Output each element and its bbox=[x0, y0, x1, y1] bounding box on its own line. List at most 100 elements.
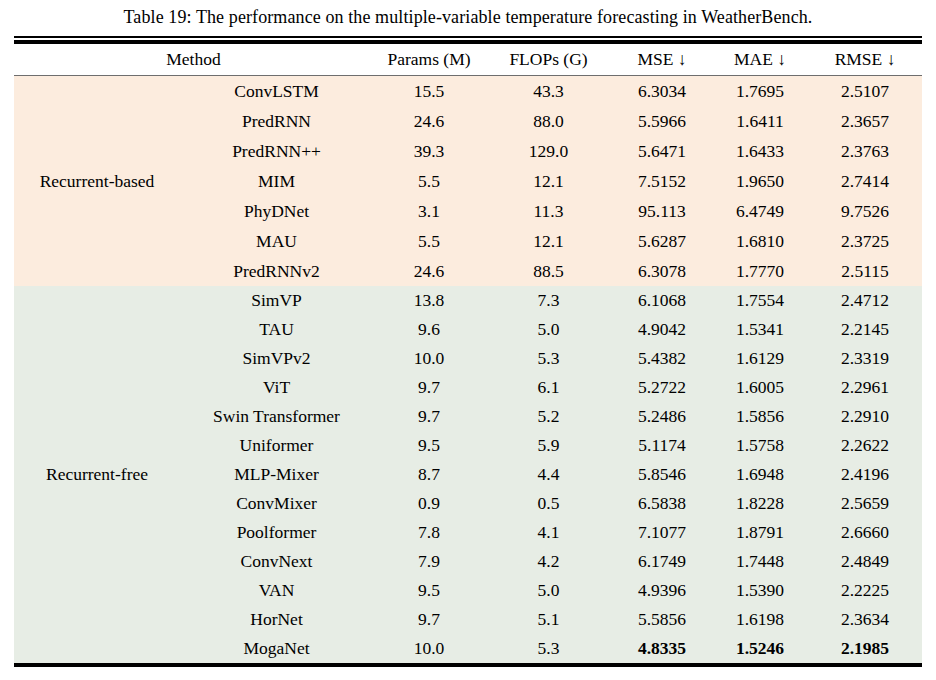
method-cell: PredRNN++ bbox=[180, 136, 373, 166]
rmse-cell: 2.3763 bbox=[808, 136, 922, 166]
params-cell: 9.7 bbox=[373, 373, 485, 402]
rmse-cell-best: 2.1985 bbox=[808, 634, 922, 663]
mse-cell: 5.8546 bbox=[612, 460, 712, 489]
flops-cell: 88.0 bbox=[485, 106, 612, 136]
method-cell: VAN bbox=[180, 576, 373, 605]
mse-cell: 6.1749 bbox=[612, 547, 712, 576]
rmse-cell: 2.2145 bbox=[808, 315, 922, 344]
rmse-cell: 2.2961 bbox=[808, 373, 922, 402]
method-cell: ConvNext bbox=[180, 547, 373, 576]
mse-cell: 6.3078 bbox=[612, 256, 712, 286]
mse-cell: 6.1068 bbox=[612, 286, 712, 315]
method-cell: Swin Transformer bbox=[180, 402, 373, 431]
bottom-rule bbox=[14, 663, 922, 667]
flops-cell: 43.3 bbox=[485, 76, 612, 107]
method-cell: Poolformer bbox=[180, 518, 373, 547]
params-cell: 7.8 bbox=[373, 518, 485, 547]
rmse-cell: 2.3634 bbox=[808, 605, 922, 634]
rmse-cell: 2.7414 bbox=[808, 166, 922, 196]
method-cell: MIM bbox=[180, 166, 373, 196]
method-cell: TAU bbox=[180, 315, 373, 344]
mae-cell: 6.4749 bbox=[712, 196, 808, 226]
mse-cell-best: 4.8335 bbox=[612, 634, 712, 663]
mse-cell: 5.6471 bbox=[612, 136, 712, 166]
params-cell: 7.9 bbox=[373, 547, 485, 576]
rmse-cell: 2.2622 bbox=[808, 431, 922, 460]
mae-cell: 1.8228 bbox=[712, 489, 808, 518]
mse-cell: 5.2722 bbox=[612, 373, 712, 402]
method-cell: HorNet bbox=[180, 605, 373, 634]
params-cell: 10.0 bbox=[373, 344, 485, 373]
params-cell: 39.3 bbox=[373, 136, 485, 166]
method-cell: ViT bbox=[180, 373, 373, 402]
flops-cell: 5.3 bbox=[485, 634, 612, 663]
rmse-cell: 9.7526 bbox=[808, 196, 922, 226]
params-cell: 3.1 bbox=[373, 196, 485, 226]
mae-cell: 1.6948 bbox=[712, 460, 808, 489]
method-cell: ConvMixer bbox=[180, 489, 373, 518]
mse-cell: 6.5838 bbox=[612, 489, 712, 518]
page: Table 19: The performance on the multipl… bbox=[0, 0, 936, 680]
mae-cell: 1.6433 bbox=[712, 136, 808, 166]
col-header-rmse: RMSE ↓ bbox=[808, 44, 922, 76]
method-cell: ConvLSTM bbox=[180, 76, 373, 107]
flops-cell: 7.3 bbox=[485, 286, 612, 315]
mae-cell: 1.7554 bbox=[712, 286, 808, 315]
mae-cell: 1.5341 bbox=[712, 315, 808, 344]
mse-cell: 95.113 bbox=[612, 196, 712, 226]
rmse-cell: 2.3657 bbox=[808, 106, 922, 136]
col-header-params: Params (M) bbox=[373, 44, 485, 76]
flops-cell: 4.1 bbox=[485, 518, 612, 547]
method-cell: PhyDNet bbox=[180, 196, 373, 226]
params-cell: 9.5 bbox=[373, 576, 485, 605]
mse-cell: 5.1174 bbox=[612, 431, 712, 460]
mae-cell: 1.7448 bbox=[712, 547, 808, 576]
params-cell: 9.7 bbox=[373, 605, 485, 634]
method-cell: PredRNNv2 bbox=[180, 256, 373, 286]
group-label-recurrent-free: Recurrent-free bbox=[14, 286, 180, 663]
mse-cell: 5.5966 bbox=[612, 106, 712, 136]
flops-cell: 4.2 bbox=[485, 547, 612, 576]
mae-cell: 1.8791 bbox=[712, 518, 808, 547]
method-cell: MLP-Mixer bbox=[180, 460, 373, 489]
params-cell: 8.7 bbox=[373, 460, 485, 489]
mse-cell: 5.4382 bbox=[612, 344, 712, 373]
method-cell: MAU bbox=[180, 226, 373, 256]
mae-cell-best: 1.5246 bbox=[712, 634, 808, 663]
flops-cell: 0.5 bbox=[485, 489, 612, 518]
mae-cell: 1.7695 bbox=[712, 76, 808, 107]
params-cell: 0.9 bbox=[373, 489, 485, 518]
mse-cell: 4.9396 bbox=[612, 576, 712, 605]
col-header-flops: FLOPs (G) bbox=[485, 44, 612, 76]
col-header-mse: MSE ↓ bbox=[612, 44, 712, 76]
rmse-cell: 2.3319 bbox=[808, 344, 922, 373]
params-cell: 13.8 bbox=[373, 286, 485, 315]
flops-cell: 6.1 bbox=[485, 373, 612, 402]
rmse-cell: 2.4712 bbox=[808, 286, 922, 315]
params-cell: 9.5 bbox=[373, 431, 485, 460]
params-cell: 24.6 bbox=[373, 106, 485, 136]
mae-cell: 1.6198 bbox=[712, 605, 808, 634]
mae-cell: 1.5856 bbox=[712, 402, 808, 431]
rmse-cell: 2.2910 bbox=[808, 402, 922, 431]
params-cell: 9.7 bbox=[373, 402, 485, 431]
table-row: Recurrent-based ConvLSTM 15.5 43.3 6.303… bbox=[14, 76, 922, 107]
results-table-container: Method Params (M) FLOPs (G) MSE ↓ MAE ↓ … bbox=[14, 36, 922, 667]
params-cell: 15.5 bbox=[373, 76, 485, 107]
method-cell: PredRNN bbox=[180, 106, 373, 136]
method-cell: MogaNet bbox=[180, 634, 373, 663]
mae-cell: 1.6810 bbox=[712, 226, 808, 256]
method-cell: Uniformer bbox=[180, 431, 373, 460]
flops-cell: 5.0 bbox=[485, 315, 612, 344]
table-row: Recurrent-free SimVP 13.8 7.3 6.1068 1.7… bbox=[14, 286, 922, 315]
rmse-cell: 2.3725 bbox=[808, 226, 922, 256]
flops-cell: 4.4 bbox=[485, 460, 612, 489]
rmse-cell: 2.5659 bbox=[808, 489, 922, 518]
flops-cell: 5.3 bbox=[485, 344, 612, 373]
col-header-method: Method bbox=[14, 44, 373, 76]
rmse-cell: 2.5107 bbox=[808, 76, 922, 107]
mae-cell: 1.6005 bbox=[712, 373, 808, 402]
mse-cell: 7.5152 bbox=[612, 166, 712, 196]
mae-cell: 1.5758 bbox=[712, 431, 808, 460]
flops-cell: 12.1 bbox=[485, 166, 612, 196]
